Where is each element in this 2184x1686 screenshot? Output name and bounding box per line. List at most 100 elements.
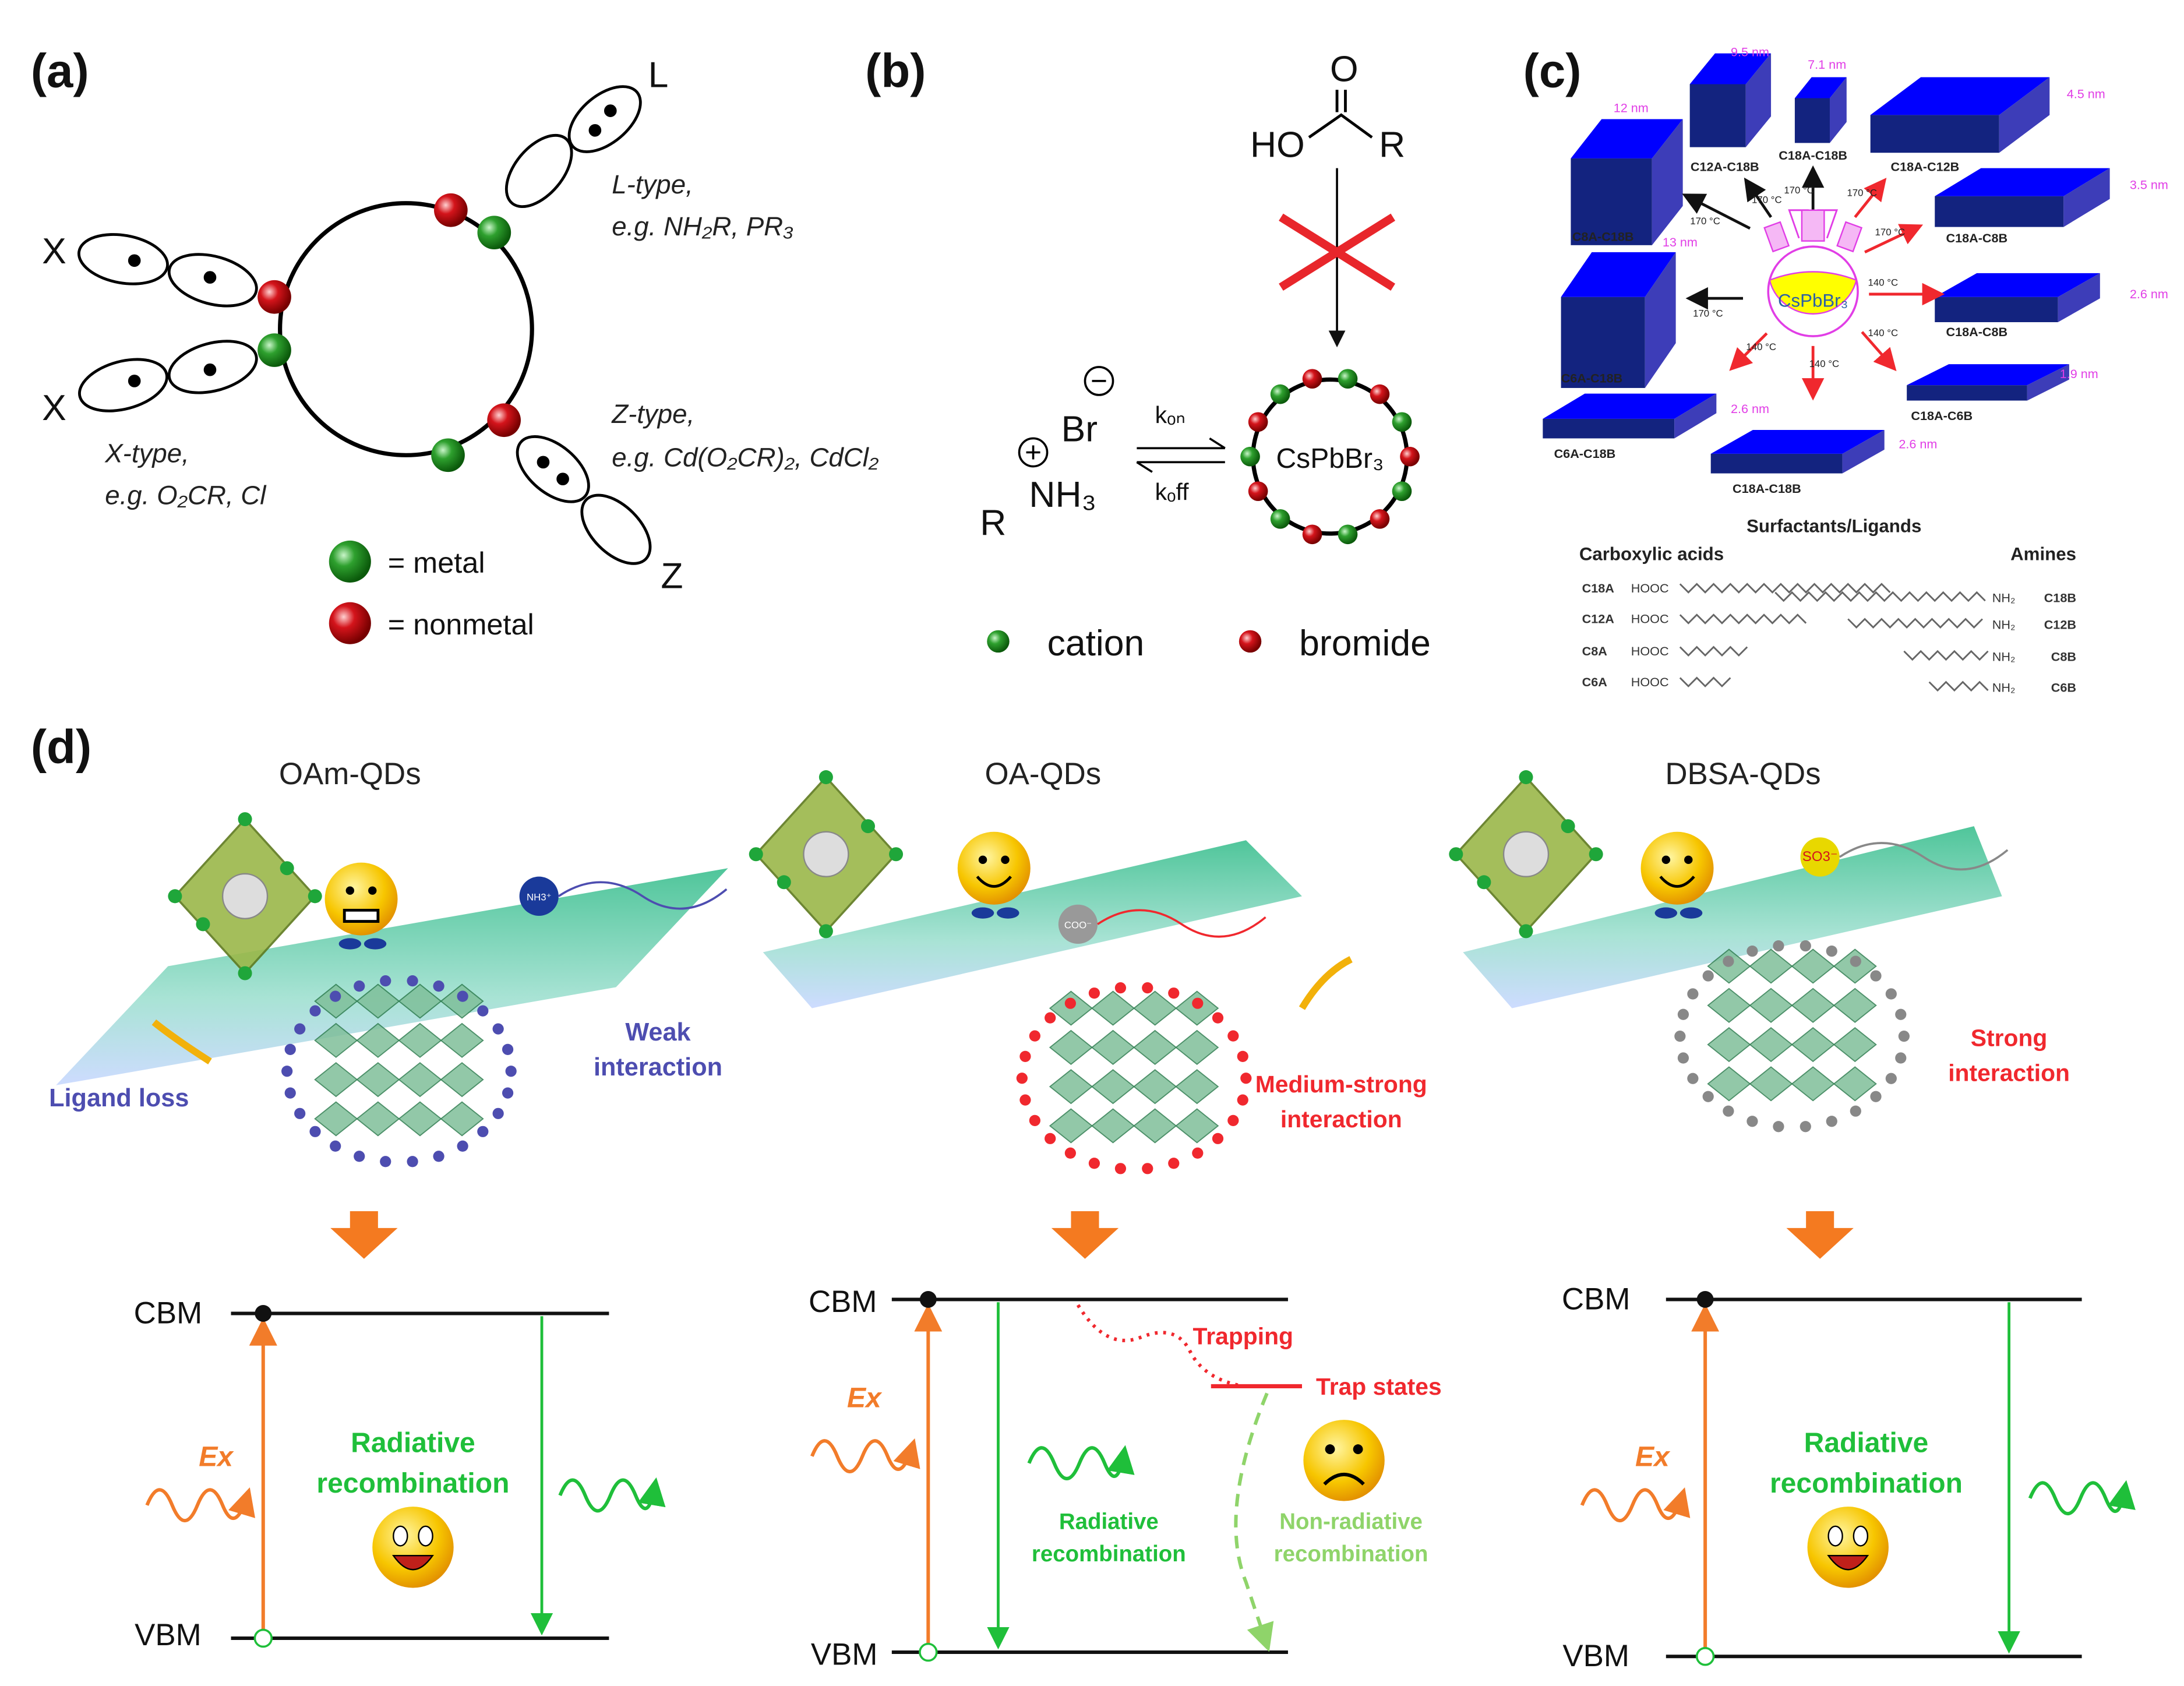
halide-atom: [889, 847, 904, 862]
synthesis-arrow: [1744, 177, 1773, 218]
ligand-tail: [1097, 909, 1266, 938]
box-front: [1935, 297, 2058, 323]
ligand-tail: [558, 881, 728, 910]
cation-ion: [1270, 384, 1290, 404]
ligand-headgroup: [492, 1023, 504, 1035]
size-label: 2.6 nm: [1731, 401, 1769, 416]
amine-group: NH₂: [1992, 617, 2016, 632]
core-label: CsPbBr₃: [1276, 443, 1384, 474]
ligand-headgroup: [284, 1043, 296, 1055]
ligand-headgroup: [492, 1107, 504, 1119]
acid-r-group: R: [1379, 124, 1405, 165]
product-label: C12A-C18B: [1691, 159, 1759, 174]
octahedron-unit: [1833, 1027, 1877, 1063]
foot: [364, 938, 387, 950]
ligands-title: Surfactants/Ligands: [1747, 516, 1921, 536]
box-top: [1689, 53, 1772, 84]
trap-states-label: Trap states: [1316, 1373, 1442, 1400]
bromide-ion: [1302, 369, 1322, 389]
face: [1807, 1507, 1889, 1588]
ligand-headgroup: [1029, 1114, 1040, 1126]
radiative-label-1: Radiative: [1804, 1427, 1929, 1458]
ligand-headgroup: [1192, 997, 1204, 1009]
octahedron-unit: [398, 1062, 442, 1098]
box-side: [1842, 430, 1885, 474]
ligand-headgroup: [1114, 982, 1127, 994]
acid-group: HOOC: [1631, 675, 1669, 689]
qd-column-2: DBSA-QDs SO3⁻ CBM VBM Ex Radiative recombinati…: [1449, 757, 2136, 1673]
cation-ion: [1338, 369, 1358, 389]
octahedron-unit: [398, 1022, 442, 1058]
metal-atom: [477, 216, 511, 250]
flask-neck-right: [1836, 221, 1863, 253]
ligand-row-0: C18A HOOC NH₂ C18B: [1582, 581, 2076, 605]
nanocrystal-core: [278, 201, 534, 457]
synthesis-arrow: [1864, 224, 1924, 254]
ligand-headgroup: [1800, 940, 1811, 952]
foot: [1654, 907, 1678, 919]
ligand-headgroup: [407, 1156, 418, 1167]
ligand-headgroup: [1114, 1163, 1127, 1174]
radiative-label-2: recombination: [316, 1468, 509, 1499]
bromide-ion: [1302, 524, 1322, 545]
eye: [418, 1525, 433, 1547]
size-label: 13 nm: [1663, 235, 1698, 249]
ligand-headgroup: [1870, 1091, 1882, 1102]
halide-atom: [818, 770, 833, 785]
octahedron-unit: [398, 1101, 442, 1137]
excitation-wave: [810, 1438, 920, 1473]
ligand-tail: [1839, 842, 2009, 871]
amine-name: C8B: [2051, 650, 2076, 664]
excitation-label: Ex: [199, 1441, 234, 1472]
radiative-label-1: Radiative: [1059, 1509, 1159, 1535]
halide-atom: [1449, 847, 1463, 862]
octahedron-unit: [1707, 1066, 1751, 1102]
perovskite-crystal: [281, 975, 517, 1167]
synthesis-arrow: [1682, 193, 1751, 230]
ligand-row-3: C6A HOOC NH₂ C6B: [1582, 675, 2076, 695]
z-label: Z: [661, 556, 683, 597]
happy-face-icon: [372, 1507, 454, 1588]
ligand-headgroup: [284, 1087, 296, 1099]
x-type-example: e.g. O₂CR, Cl: [105, 480, 267, 510]
nonmetal-atom: [433, 193, 468, 227]
legend-bromide-swatch: [1239, 630, 1262, 653]
size-label: 4.5 nm: [2067, 86, 2105, 101]
octahedron-unit: [1133, 1108, 1177, 1144]
sad-face-icon: [1303, 1420, 1385, 1501]
product-label: C6A-C18B: [1554, 446, 1616, 461]
box-side: [2027, 364, 2069, 401]
excitation-label: Ex: [1635, 1441, 1671, 1472]
product-label: C18A-C12B: [1891, 159, 1960, 174]
amine-group: NH₂: [1992, 650, 2016, 664]
flask-neck-center: [1801, 209, 1825, 242]
eye: [1001, 855, 1010, 865]
octahedron-unit: [1749, 987, 1793, 1023]
foot: [997, 907, 1019, 919]
nanocrystal-0: C8A-C18B 12 nm 170 °C: [1571, 101, 1751, 245]
ligand-headgroup: [1045, 1133, 1056, 1144]
panel-d: (d) OAm-QDs NH3⁺ CBM VBM Ex Radiative recombin…: [31, 721, 2136, 1673]
foot: [971, 907, 994, 919]
cbm-label: CBM: [1562, 1282, 1630, 1316]
ligand-headgroup: [1885, 1073, 1897, 1084]
eye: [1827, 1525, 1843, 1547]
nonmetal-atom: [257, 280, 291, 314]
eye: [1684, 855, 1693, 865]
ligand-headgroup: [1723, 1105, 1734, 1117]
octahedron-unit: [1049, 1029, 1093, 1065]
bromide-anion: Br: [1061, 408, 1098, 449]
surface-plane: [56, 868, 728, 1085]
box-side: [1745, 53, 1772, 147]
size-label: 2.6 nm: [2130, 287, 2168, 301]
eye: [978, 855, 987, 865]
eye: [1853, 1525, 1869, 1547]
temperature-label: 170 °C: [1752, 195, 1782, 206]
ligand-headgroup: [1192, 1147, 1204, 1159]
ligand-headgroup: [354, 1151, 365, 1162]
panel-c-label: (c): [1523, 44, 1582, 97]
octahedron-unit: [1091, 1029, 1135, 1065]
electron: [919, 1291, 937, 1308]
eye: [345, 886, 355, 895]
nanocrystal-8: C6A-C18B 2.6 nm 140 °C: [1543, 332, 1776, 461]
